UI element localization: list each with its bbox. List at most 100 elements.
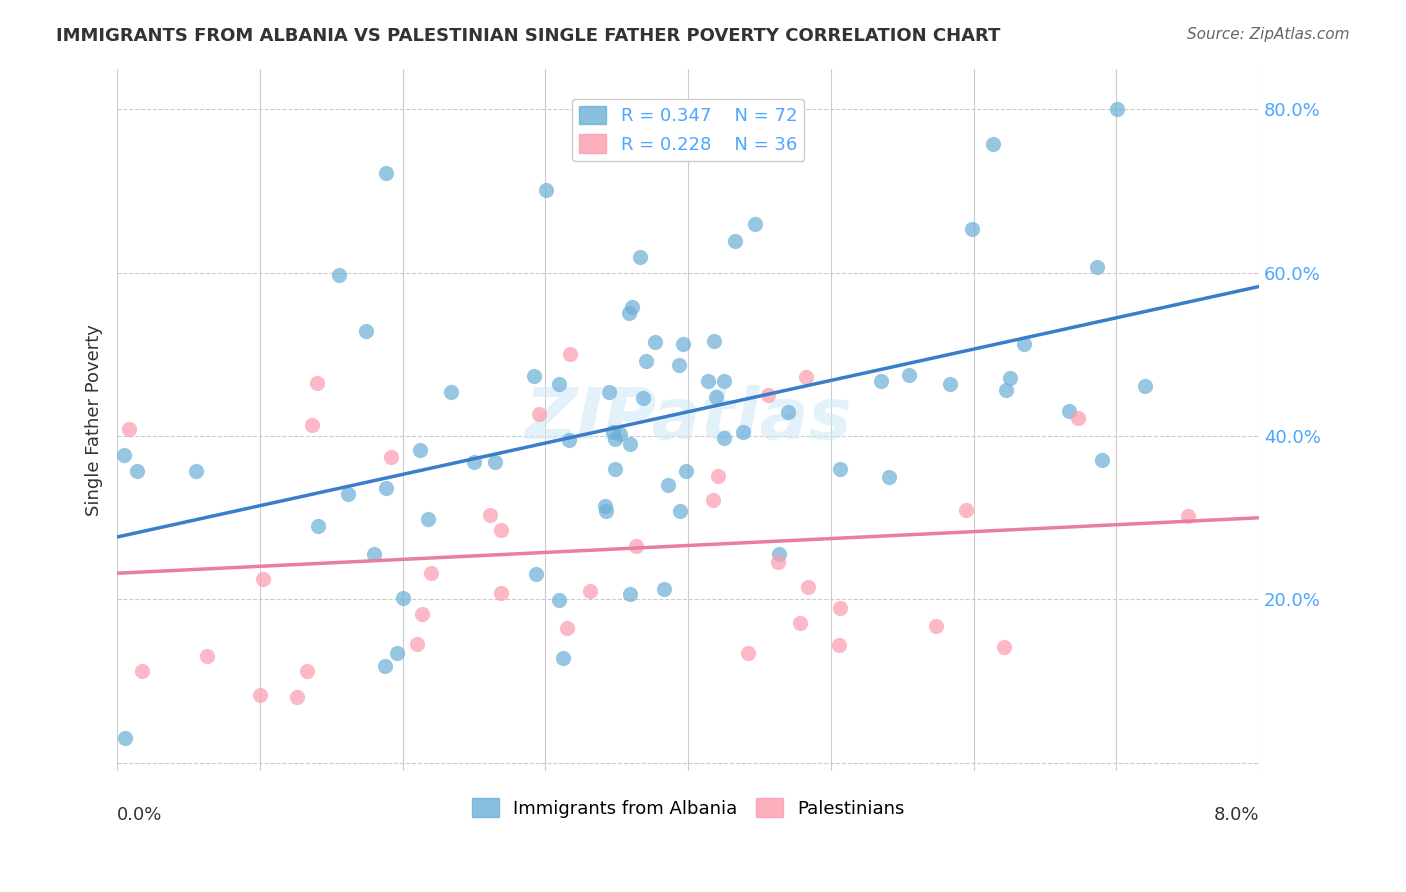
- Point: [609, 426, 631, 441]
- Point: [593, 500, 616, 514]
- Point: [797, 580, 820, 594]
- Y-axis label: Single Father Poverty: Single Father Poverty: [86, 324, 103, 516]
- Point: [1000, 370, 1022, 384]
- Point: [548, 377, 571, 392]
- Point: [707, 469, 730, 483]
- Point: [523, 368, 546, 383]
- Point: [131, 664, 153, 678]
- Point: [652, 582, 675, 597]
- Point: [925, 619, 948, 633]
- Point: [127, 464, 149, 478]
- Point: [252, 573, 274, 587]
- Point: [354, 324, 377, 338]
- Point: [285, 690, 308, 705]
- Point: [703, 334, 725, 349]
- Point: [704, 390, 727, 404]
- Point: [114, 731, 136, 745]
- Point: [117, 422, 139, 436]
- Point: [595, 504, 617, 518]
- Point: [768, 556, 790, 570]
- Point: [981, 136, 1004, 151]
- Point: [619, 306, 641, 320]
- Text: Source: ZipAtlas.com: Source: ZipAtlas.com: [1187, 27, 1350, 42]
- Point: [657, 477, 679, 491]
- Point: [828, 638, 851, 652]
- Point: [305, 376, 328, 390]
- Point: [1085, 260, 1108, 274]
- Text: ZIPatlas: ZIPatlas: [524, 385, 852, 454]
- Point: [877, 469, 900, 483]
- Point: [634, 354, 657, 368]
- Legend: Immigrants from Albania, Palestinians: Immigrants from Albania, Palestinians: [464, 791, 911, 825]
- Point: [696, 374, 718, 388]
- Point: [789, 616, 811, 631]
- Point: [644, 335, 666, 350]
- Point: [598, 384, 620, 399]
- Point: [993, 640, 1015, 654]
- Point: [713, 374, 735, 388]
- Point: [374, 166, 396, 180]
- Point: [411, 607, 433, 621]
- Point: [112, 449, 135, 463]
- Point: [524, 566, 547, 581]
- Point: [1057, 404, 1080, 418]
- Point: [955, 502, 977, 516]
- Point: [489, 523, 512, 537]
- Point: [380, 450, 402, 464]
- Point: [768, 547, 790, 561]
- Point: [702, 492, 724, 507]
- Point: [744, 217, 766, 231]
- Point: [1091, 453, 1114, 467]
- Point: [828, 601, 851, 615]
- Point: [406, 637, 429, 651]
- Point: [830, 461, 852, 475]
- Point: [478, 508, 501, 522]
- Point: [557, 433, 579, 447]
- Point: [628, 251, 651, 265]
- Point: [419, 566, 441, 580]
- Point: [605, 462, 627, 476]
- Point: [440, 385, 463, 400]
- Point: [626, 539, 648, 553]
- Point: [794, 369, 817, 384]
- Point: [621, 300, 644, 314]
- Point: [619, 587, 641, 601]
- Point: [529, 407, 551, 421]
- Point: [724, 235, 747, 249]
- Point: [408, 443, 430, 458]
- Point: [555, 621, 578, 635]
- Point: [675, 464, 697, 478]
- Point: [778, 405, 800, 419]
- Point: [713, 431, 735, 445]
- Point: [731, 425, 754, 439]
- Point: [551, 650, 574, 665]
- Point: [295, 664, 318, 678]
- Point: [898, 368, 921, 383]
- Point: [249, 688, 271, 702]
- Point: [491, 586, 513, 600]
- Point: [374, 658, 396, 673]
- Point: [307, 518, 329, 533]
- Point: [960, 221, 983, 235]
- Point: [328, 268, 350, 282]
- Point: [672, 337, 695, 351]
- Point: [337, 486, 360, 500]
- Point: [603, 432, 626, 446]
- Point: [939, 376, 962, 391]
- Text: 0.0%: 0.0%: [117, 805, 163, 824]
- Point: [558, 347, 581, 361]
- Point: [756, 388, 779, 402]
- Point: [392, 591, 415, 605]
- Point: [869, 374, 891, 388]
- Point: [363, 547, 385, 561]
- Text: 8.0%: 8.0%: [1213, 805, 1258, 824]
- Point: [1177, 508, 1199, 523]
- Point: [668, 358, 690, 372]
- Point: [534, 183, 557, 197]
- Point: [1012, 337, 1035, 351]
- Point: [602, 425, 624, 439]
- Point: [374, 481, 396, 495]
- Point: [1105, 103, 1128, 117]
- Point: [416, 512, 439, 526]
- Point: [994, 383, 1017, 397]
